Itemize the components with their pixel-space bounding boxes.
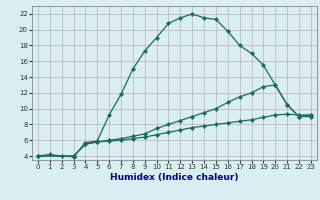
X-axis label: Humidex (Indice chaleur): Humidex (Indice chaleur) <box>110 173 239 182</box>
